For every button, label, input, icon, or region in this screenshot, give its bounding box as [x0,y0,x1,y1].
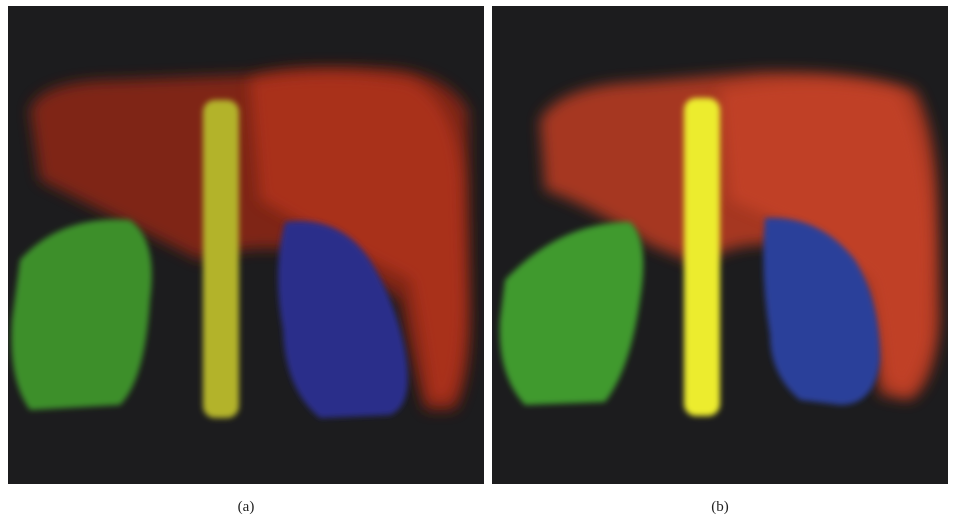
divider [484,6,492,484]
panel-label: (a) [238,499,255,515]
panel-b [492,6,948,484]
panel-label: (b) [711,499,729,515]
figure: (a) (b) [0,0,956,523]
vessel [203,100,239,418]
left-kidney [11,220,151,411]
panel-a [8,6,484,484]
vessel [684,98,720,416]
